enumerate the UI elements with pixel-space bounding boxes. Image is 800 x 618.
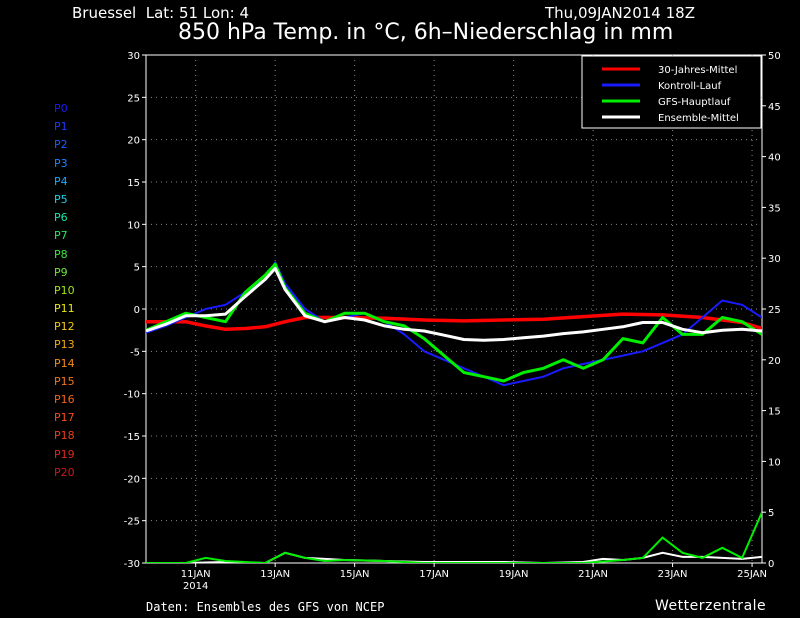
member-label-p5: P5 bbox=[54, 192, 68, 206]
x-tick-label: 23JAN bbox=[658, 569, 688, 580]
right-tick-label: 25 bbox=[768, 305, 781, 316]
member-label-p19: P19 bbox=[54, 447, 75, 461]
member-label-p10: P10 bbox=[54, 283, 75, 297]
member-label-p20: P20 bbox=[54, 465, 75, 479]
plot-area: 302520151050-5-10-15-20-25-3050454035302… bbox=[124, 51, 781, 592]
right-tick-label: 15 bbox=[768, 407, 781, 418]
legend-label-1: Kontroll-Lauf bbox=[658, 81, 722, 92]
x-tick-label: 25JAN bbox=[737, 569, 767, 580]
member-label-p6: P6 bbox=[54, 211, 68, 225]
member-label-p12: P12 bbox=[54, 320, 75, 334]
member-label-p8: P8 bbox=[54, 247, 68, 261]
right-tick-label: 35 bbox=[768, 203, 781, 214]
member-label-p3: P3 bbox=[54, 156, 68, 170]
member-label-p14: P14 bbox=[54, 356, 75, 370]
brand-label: Wetterzentrale bbox=[655, 598, 767, 614]
member-label-p11: P11 bbox=[54, 302, 75, 316]
member-label-p18: P18 bbox=[54, 429, 75, 443]
station-label: Bruessel Lat: 51 Lon: 4 bbox=[72, 4, 250, 22]
data-source-note: Daten: Ensembles des GFS von NCEP bbox=[146, 600, 385, 614]
legend-label-3: Ensemble-Mittel bbox=[658, 113, 739, 124]
precip-line-main bbox=[146, 511, 762, 563]
right-tick-label: 50 bbox=[768, 51, 781, 62]
right-tick-label: 40 bbox=[768, 153, 781, 164]
member-label-p7: P7 bbox=[54, 229, 68, 243]
right-tick-label: 30 bbox=[768, 254, 781, 265]
left-tick-label: -15 bbox=[124, 432, 140, 443]
right-tick-label: 5 bbox=[768, 508, 774, 519]
left-tick-label: -5 bbox=[130, 347, 140, 358]
right-tick-label: 0 bbox=[768, 559, 774, 570]
x-tick-label: 15JAN bbox=[340, 569, 370, 580]
member-label-p2: P2 bbox=[54, 138, 68, 152]
series-line-3 bbox=[146, 266, 762, 342]
member-label-p9: P9 bbox=[54, 265, 68, 279]
chart-title: 850 hPa Temp. in °C, 6h–Niederschlag in … bbox=[178, 20, 674, 45]
x-tick-label: 19JAN bbox=[499, 569, 529, 580]
x-tick-label: 11JAN bbox=[181, 569, 211, 580]
left-tick-label: -10 bbox=[124, 390, 140, 401]
member-label-p1: P1 bbox=[54, 120, 68, 134]
series-line-2 bbox=[146, 262, 762, 383]
member-label-p16: P16 bbox=[54, 393, 75, 406]
member-label-p15: P15 bbox=[54, 374, 75, 388]
x-tick-label: 13JAN bbox=[260, 569, 290, 580]
left-tick-label: 25 bbox=[127, 93, 140, 104]
member-label-p0: P0 bbox=[54, 102, 68, 115]
left-tick-label: 20 bbox=[127, 136, 140, 147]
plot-frame bbox=[145, 54, 763, 564]
left-tick-label: 0 bbox=[134, 305, 140, 316]
run-datestamp: Thu,09JAN2014 18Z bbox=[545, 4, 695, 22]
left-tick-label: -30 bbox=[124, 559, 140, 570]
left-tick-label: -20 bbox=[124, 474, 140, 485]
ensemble-member-list: P0 P1 P2 P3 P4 P5 P6 P7 P8 P9 P10 P11 P12 P13 P14 P15 P1… bbox=[54, 100, 75, 482]
member-label-p4: P4 bbox=[54, 174, 68, 188]
legend-label-0: 30-Jahres-Mittel bbox=[658, 65, 737, 76]
x-tick-label: 17JAN bbox=[419, 569, 449, 580]
member-label-p13: P13 bbox=[54, 338, 75, 352]
left-tick-label: 10 bbox=[127, 220, 140, 231]
series-line-0 bbox=[146, 312, 762, 332]
member-label-p17: P17 bbox=[54, 411, 75, 425]
x-tick-label: 21JAN bbox=[578, 569, 608, 580]
left-tick-label: 15 bbox=[127, 178, 140, 189]
right-tick-label: 45 bbox=[768, 102, 781, 113]
right-tick-label: 10 bbox=[768, 457, 781, 468]
left-tick-label: -25 bbox=[124, 517, 140, 528]
legend-label-2: GFS-Hauptlauf bbox=[658, 97, 731, 108]
right-tick-label: 20 bbox=[768, 356, 781, 367]
left-tick-label: 30 bbox=[127, 51, 140, 62]
left-tick-label: 5 bbox=[134, 263, 140, 274]
x-tick-sublabel: 2014 bbox=[183, 581, 208, 592]
